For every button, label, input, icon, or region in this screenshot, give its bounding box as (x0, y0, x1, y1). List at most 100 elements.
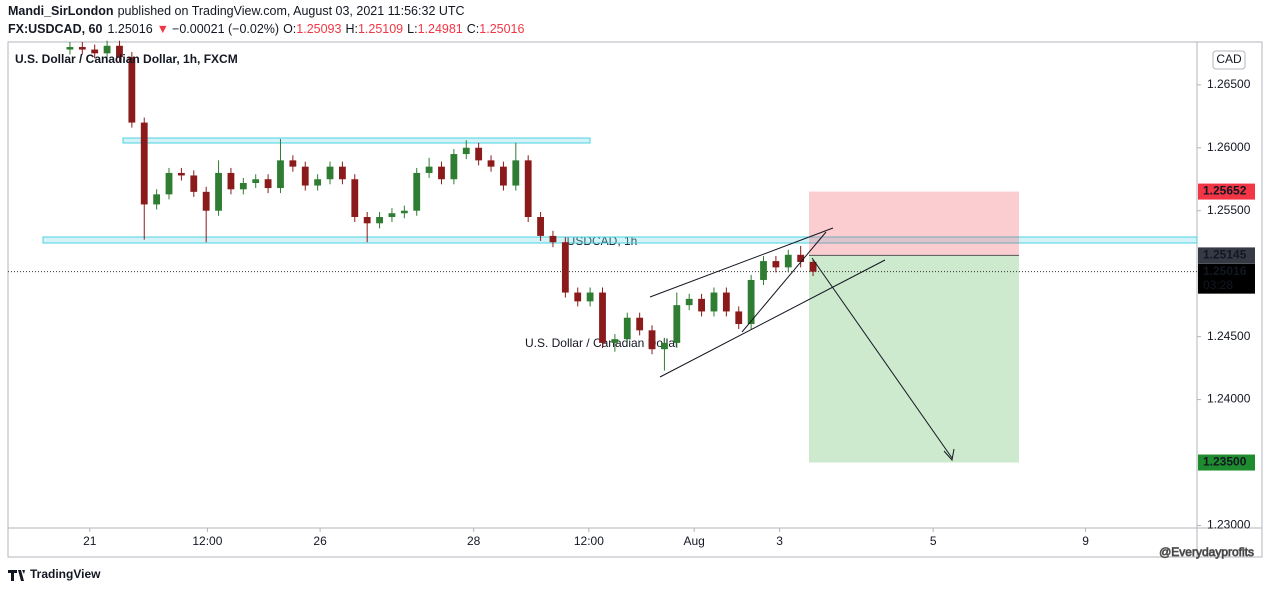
x-tick-label: 26 (313, 534, 327, 548)
y-tick-label: 1.24500 (1207, 329, 1251, 343)
symbol-line: FX:USDCAD, 60 1.25016 ▼ −0.00021 (−0.02%) O:… (8, 22, 524, 36)
candle-body (611, 339, 619, 343)
ohlc-label: O: (283, 22, 296, 36)
currency: CAD (1216, 52, 1242, 66)
candle-body (636, 317, 644, 331)
price-label: 1.25016 (1203, 264, 1247, 278)
y-tick-label: 1.23000 (1207, 518, 1251, 532)
candle-body (351, 179, 359, 218)
candle-body (500, 166, 507, 186)
price: 1.25016 (107, 22, 152, 36)
y-tick-label: 1.24000 (1207, 392, 1251, 406)
candle-body (314, 179, 322, 186)
candle-body (153, 194, 161, 205)
candle-body (339, 166, 346, 180)
candle-body (661, 342, 668, 350)
trend-drawing (741, 231, 827, 333)
candle-body (809, 261, 817, 272)
candle-body (549, 235, 557, 243)
candle-body (438, 166, 445, 180)
candle-body (586, 292, 594, 302)
x-tick-label: 5 (930, 534, 937, 548)
author: Mandi_SirLondon (8, 4, 114, 18)
candle-body (165, 172, 173, 195)
x-tick-label: 9 (1082, 534, 1089, 548)
candle-body (722, 292, 730, 312)
candle-body (91, 49, 99, 54)
price-label: 1.25652 (1203, 184, 1247, 198)
change: −0.00021 (−0.02%) (172, 22, 279, 36)
brand-logo (8, 570, 25, 581)
price-label-bg (1198, 454, 1255, 471)
candle-body (413, 172, 421, 211)
candle-body (264, 179, 272, 189)
price-label: 1.23500 (1203, 455, 1247, 469)
x-tick-label: 28 (467, 534, 481, 548)
x-tick-label: 21 (83, 534, 97, 548)
candle-body (252, 179, 260, 184)
candle-body (177, 172, 185, 176)
candle-body (116, 45, 123, 58)
price-label-bg (1198, 263, 1255, 294)
symbol: FX:USDCAD, 60 (8, 22, 103, 36)
candle-body (760, 261, 767, 280)
candle-body (103, 45, 111, 54)
candle-body (524, 160, 532, 218)
candle-body (462, 147, 470, 155)
price-label: 1.25145 (1203, 248, 1247, 262)
candle-body (376, 217, 383, 224)
brand: TradingView (8, 567, 101, 581)
trend-drawing (659, 259, 886, 378)
target-zone (809, 255, 1019, 463)
candle-body (735, 311, 743, 325)
down-icon: ▼ (157, 22, 169, 36)
candle-body (698, 298, 705, 312)
y-tick-label: 1.25500 (1207, 203, 1251, 217)
ohlc-value: 1.25109 (358, 22, 403, 36)
stop-zone (809, 191, 1019, 256)
candle-body (537, 217, 544, 236)
trend-drawing (811, 257, 953, 459)
chart-frame (7, 41, 1263, 558)
x-tick-label: 12:00 (192, 534, 222, 548)
candle-body (772, 261, 780, 268)
candle-body (475, 147, 483, 161)
credit: @Everydayprofits (1159, 545, 1254, 559)
countdown: 03:28 (1203, 278, 1233, 292)
candle-body (140, 122, 148, 205)
candle-body (326, 166, 334, 180)
candle-body (388, 213, 396, 218)
chart-title: U.S. Dollar / Canadian Dollar, 1h, FXCM (15, 52, 238, 66)
candle-body (599, 292, 606, 343)
candle-body (239, 183, 247, 190)
watermark: USDCAD, 1h (567, 234, 638, 248)
candle-body (487, 160, 495, 167)
candle-body (450, 154, 458, 180)
published: published on TradingView.com, August 03,… (118, 4, 465, 18)
candle-body (425, 166, 433, 173)
candle-body (710, 292, 718, 312)
x-tick-label: 12:00 (574, 534, 604, 548)
ohlc-label: L: (407, 22, 417, 36)
candle-body (215, 172, 222, 211)
y-tick-label: 1.26500 (1207, 77, 1251, 91)
ohlc-value: 1.25093 (296, 22, 341, 36)
price-label-bg (1198, 247, 1255, 264)
candle-body (227, 172, 235, 190)
candle-body (202, 191, 210, 211)
candle-body (128, 57, 136, 123)
candle-body (66, 47, 74, 50)
x-tick-label: Aug (683, 534, 704, 548)
candle-body (512, 160, 520, 186)
brand-name: TradingView (30, 567, 101, 581)
candle-body (277, 160, 284, 189)
price-label-bg (1198, 183, 1255, 200)
currency-box (1212, 50, 1246, 70)
candle-body (648, 330, 656, 350)
x-tick-label: 3 (776, 534, 783, 548)
support-zone (42, 236, 1198, 244)
header-line: Mandi_SirLondon published on TradingView.… (8, 4, 465, 18)
ohlc-label: H: (345, 22, 358, 36)
candle-body (784, 254, 792, 268)
